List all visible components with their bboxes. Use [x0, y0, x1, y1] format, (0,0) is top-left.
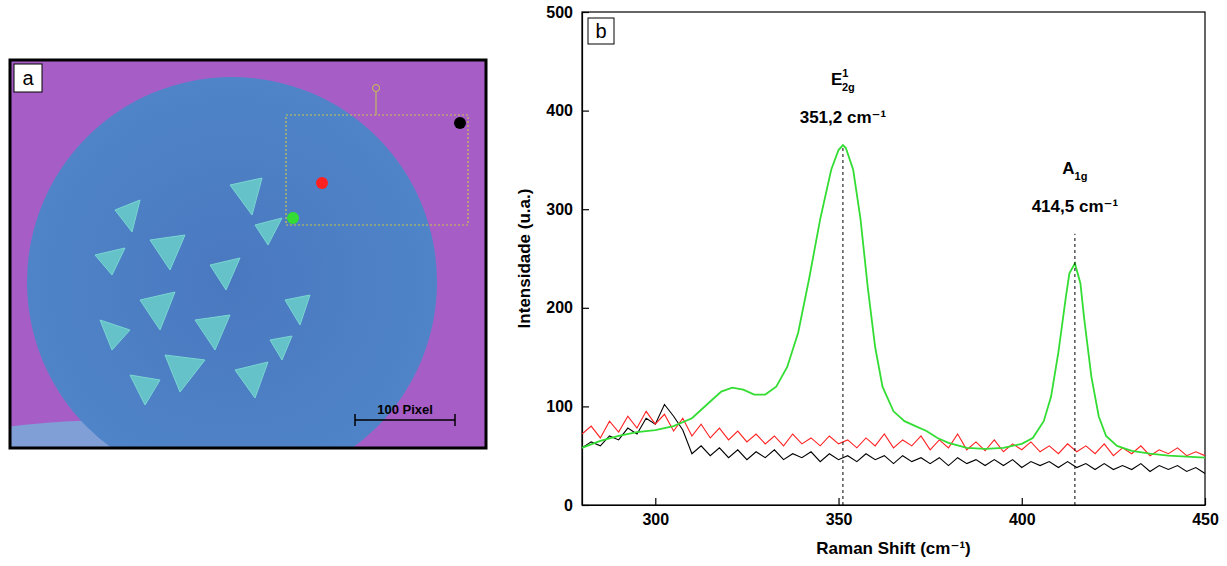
- peak-label: 414,5 cm⁻¹: [1032, 197, 1119, 216]
- tick-label: 0: [564, 497, 573, 514]
- tick-mark: [582, 12, 589, 13]
- flake: [130, 375, 160, 405]
- selection-handle-line: [376, 92, 377, 115]
- symbol-sub: 1g: [1075, 170, 1088, 182]
- flake: [255, 218, 282, 245]
- flake: [270, 336, 292, 360]
- tick-label: 200: [546, 299, 573, 316]
- scale-bar-end: [454, 414, 456, 426]
- scale-bar-label: 100 Pixel: [377, 402, 433, 417]
- tick: 500: [546, 4, 589, 21]
- scale-bar-end: [354, 414, 356, 426]
- tick-mark: [838, 498, 839, 505]
- figure: 100 Pixela3003504004500100200300400500E1…: [0, 0, 1227, 566]
- tick-mark: [655, 498, 656, 505]
- plot-area: [582, 145, 1205, 473]
- measure-point: [287, 212, 299, 224]
- panel-label: a: [22, 67, 34, 89]
- micrograph: [10, 60, 486, 448]
- peak-symbol: E1 2g: [831, 67, 855, 93]
- tick: 200: [546, 299, 589, 316]
- flake: [115, 200, 140, 232]
- spectrum-line: [582, 411, 1205, 455]
- tick: 300: [546, 201, 589, 218]
- panel-label: b: [595, 20, 606, 42]
- tick-label: 350: [826, 511, 853, 528]
- selection-box: [286, 115, 468, 225]
- symbol-sup: 1: [842, 67, 848, 79]
- scale-bar: 100 Pixel: [355, 402, 455, 426]
- panel-label-box: [14, 64, 42, 92]
- flake: [230, 178, 262, 215]
- spectrum-line: [582, 145, 1205, 458]
- tick-label: 400: [546, 102, 573, 119]
- flake: [140, 292, 175, 330]
- flake: [100, 320, 130, 350]
- symbol-base: E: [831, 70, 842, 89]
- x-axis: 300 350 400 450: [583, 498, 1219, 528]
- tick-mark: [1205, 498, 1206, 505]
- peak-label: 351,2 cm⁻¹: [800, 108, 887, 127]
- tick: 300: [642, 498, 669, 528]
- tick-mark: [582, 505, 589, 506]
- tick-label: 300: [642, 511, 669, 528]
- peak-marker: [842, 145, 843, 505]
- tick-mark: [582, 110, 589, 111]
- selection-handle: [373, 85, 380, 92]
- tick-label: 100: [546, 398, 573, 415]
- tick: 400: [546, 102, 589, 119]
- tick: 400: [1009, 498, 1036, 528]
- peak-marker: [1074, 234, 1075, 505]
- flake: [285, 295, 310, 325]
- y-axis-title: Intensidade (u.a.): [515, 189, 534, 329]
- panel-label-box: [588, 18, 614, 44]
- tick-mark: [1022, 498, 1023, 505]
- x-axis-title: Raman Shift (cm⁻¹): [816, 539, 970, 558]
- tick: 350: [826, 498, 853, 528]
- tick-mark: [582, 209, 589, 210]
- film: [27, 77, 437, 448]
- flake: [195, 315, 230, 350]
- symbol-base: A: [1062, 159, 1074, 178]
- image-frame: [10, 60, 486, 448]
- y-axis-line: [582, 13, 583, 506]
- plot-frame: [582, 12, 1205, 505]
- annotations: E1 2g 351,2 cm⁻¹ A1g 414,5 cm⁻¹: [800, 67, 1119, 505]
- tick-mark: [582, 406, 589, 407]
- tick-label: 300: [546, 201, 573, 218]
- tick-label: 400: [1009, 511, 1036, 528]
- tick: 100: [546, 398, 589, 415]
- spectrum-line: [582, 404, 1205, 473]
- tick: 450: [1192, 498, 1219, 528]
- flake: [210, 258, 240, 290]
- tick: 0: [564, 497, 589, 514]
- figure-svg: 100 Pixela3003504004500100200300400500E1…: [0, 0, 1227, 566]
- measure-point: [316, 177, 328, 189]
- peak-symbol: A1g: [1062, 159, 1087, 182]
- tick-mark: [582, 308, 589, 309]
- y-axis: 0 100 200 300 400 500: [546, 4, 589, 514]
- tick-label: 500: [546, 4, 573, 21]
- symbol-sub: 2g: [842, 81, 855, 93]
- x-axis-line: [583, 505, 1206, 506]
- flake: [165, 355, 205, 392]
- flake: [235, 362, 268, 398]
- flake: [95, 248, 125, 275]
- tick-label: 450: [1192, 511, 1219, 528]
- flake: [150, 235, 185, 270]
- scale-bar-line: [355, 419, 455, 421]
- measure-point: [454, 117, 466, 129]
